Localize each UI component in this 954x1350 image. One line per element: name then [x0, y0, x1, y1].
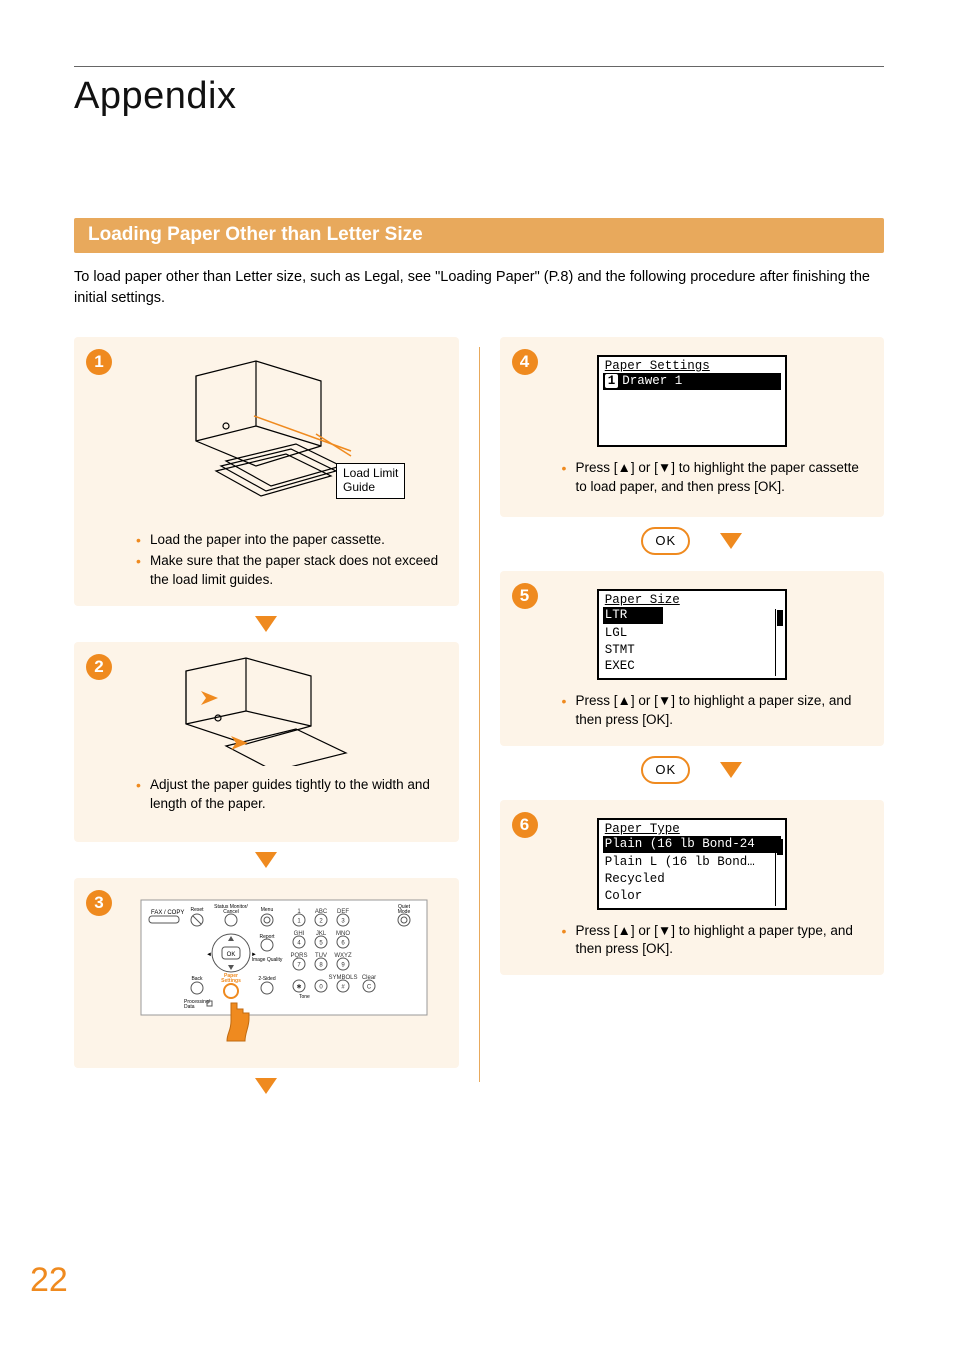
lcd-row-selected: Plain (16 lb Bond-24	[603, 836, 781, 853]
step-3-diagram: FAX / COPY Reset Status Monitor/ Cancel …	[88, 892, 445, 1048]
column-separator	[479, 347, 480, 1082]
svg-text:Reset: Reset	[191, 907, 205, 913]
svg-text:◄: ◄	[206, 952, 212, 958]
left-column: 1	[74, 337, 459, 1104]
page-title: Appendix	[74, 75, 884, 118]
step-4-card: 4 Paper Settings 1Drawer 1 Press [▲] or …	[500, 337, 885, 517]
step-6-card: 6 Paper Type Plain (16 lb Bond-24 Plain …	[500, 800, 885, 975]
ok-badge: OK	[641, 756, 690, 784]
section-banner: Loading Paper Other than Letter Size	[74, 218, 884, 253]
bullet: Press [▲] or [▼] to highlight a paper ty…	[562, 922, 871, 960]
step-2-card: 2	[74, 642, 459, 842]
svg-text:Data: Data	[184, 1004, 195, 1010]
lcd-row: EXEC	[599, 658, 785, 675]
two-column-layout: 1	[74, 337, 884, 1104]
lcd-title: Paper Settings	[599, 357, 785, 373]
lcd-row: Plain L (16 lb Bond…	[599, 854, 785, 871]
printer-illustration	[166, 656, 366, 766]
step-2-diagram	[88, 656, 445, 766]
drawer-badge: 1	[605, 374, 619, 388]
lcd-screen: Paper Settings 1Drawer 1	[597, 355, 787, 447]
bullet: Press [▲] or [▼] to highlight the paper …	[562, 459, 871, 497]
down-arrow-icon	[74, 616, 459, 632]
step-6-bullets: Press [▲] or [▼] to highlight a paper ty…	[514, 922, 871, 960]
lcd-title: Paper Type	[599, 820, 785, 836]
svg-text:Tone: Tone	[299, 994, 310, 1000]
lcd-row: Recycled	[599, 871, 785, 888]
step-badge: 3	[86, 890, 112, 916]
ok-badge: OK	[641, 527, 690, 555]
load-limit-callout: Load Limit Guide	[336, 463, 405, 499]
lcd-scrollbar	[775, 838, 783, 906]
svg-text:OK: OK	[227, 952, 236, 958]
svg-text:C: C	[367, 984, 372, 990]
lcd-row: LGL	[599, 625, 785, 642]
step-1-card: 1	[74, 337, 459, 606]
lcd-row: Color	[599, 888, 785, 905]
step-5-card: 5 Paper Size LTR LGL STMT EXEC Press [▲]…	[500, 571, 885, 746]
step-1-bullets: Load the paper into the paper cassette. …	[88, 531, 445, 590]
svg-text:2-Sided: 2-Sided	[259, 976, 276, 982]
ok-arrow-row: OK	[500, 527, 885, 555]
svg-text:Menu: Menu	[261, 907, 274, 913]
step-5-bullets: Press [▲] or [▼] to highlight a paper si…	[514, 692, 871, 730]
lcd-title: Paper Size	[599, 591, 785, 607]
mode-label: FAX / COPY	[151, 910, 184, 916]
lcd-screen: Paper Size LTR LGL STMT EXEC	[597, 589, 787, 681]
down-arrow-icon	[74, 1078, 459, 1094]
bullet: Adjust the paper guides tightly to the w…	[136, 776, 445, 814]
step-2-bullets: Adjust the paper guides tightly to the w…	[88, 776, 445, 814]
page: Appendix Loading Paper Other than Letter…	[0, 0, 954, 1350]
lcd-row-selected: 1Drawer 1	[603, 373, 781, 390]
svg-text:✱: ✱	[297, 983, 302, 990]
step-3-card: 3 FAX / COPY Reset Status Monitor/ Cance…	[74, 878, 459, 1068]
step-badge: 4	[512, 349, 538, 375]
ok-arrow-row: OK	[500, 756, 885, 784]
step-badge: 6	[512, 812, 538, 838]
lcd-screen: Paper Type Plain (16 lb Bond-24 Plain L …	[597, 818, 787, 910]
lcd-scrollbar	[775, 609, 783, 677]
down-arrow-icon	[720, 533, 742, 549]
down-arrow-icon	[74, 852, 459, 868]
right-column: 4 Paper Settings 1Drawer 1 Press [▲] or …	[500, 337, 885, 1104]
page-number: 22	[30, 1261, 68, 1300]
svg-text:Image Quality: Image Quality	[252, 957, 283, 963]
step-badge: 2	[86, 654, 112, 680]
lcd-row-selected: LTR	[603, 607, 663, 624]
down-arrow-icon	[720, 762, 742, 778]
top-rule	[74, 66, 884, 67]
step-4-bullets: Press [▲] or [▼] to highlight the paper …	[514, 459, 871, 497]
section-intro: To load paper other than Letter size, su…	[74, 267, 884, 309]
lcd-row-text: Drawer 1	[622, 374, 682, 388]
step-1-diagram: Load Limit Guide	[88, 351, 445, 521]
step-badge: 5	[512, 583, 538, 609]
bullet: Make sure that the paper stack does not …	[136, 552, 445, 590]
bullet: Load the paper into the paper cassette.	[136, 531, 445, 550]
lcd-row: STMT	[599, 642, 785, 659]
bullet: Press [▲] or [▼] to highlight a paper si…	[562, 692, 871, 730]
control-panel-illustration: FAX / COPY Reset Status Monitor/ Cancel …	[139, 898, 429, 1048]
svg-text:Back: Back	[192, 976, 204, 982]
